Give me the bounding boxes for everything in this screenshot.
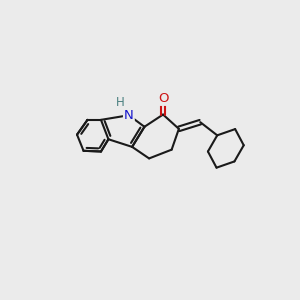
Text: H: H bbox=[116, 97, 125, 110]
Text: N: N bbox=[124, 109, 134, 122]
Text: O: O bbox=[158, 92, 168, 105]
